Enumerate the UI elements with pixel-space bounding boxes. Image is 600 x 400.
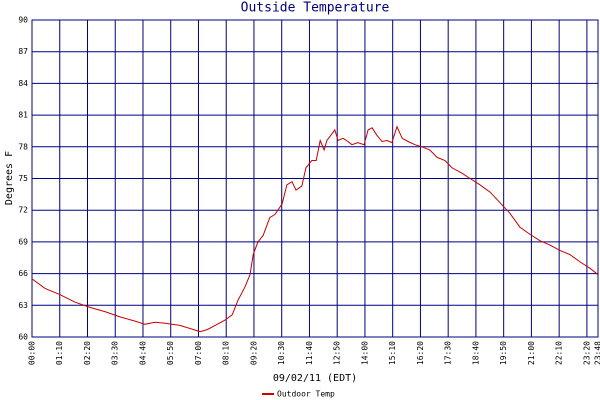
x-tick-label: 23:48 — [594, 341, 600, 365]
chart-title: Outside Temperature — [241, 1, 390, 16]
x-tick-label: 17:30 — [444, 341, 453, 365]
x-tick-label: 08:10 — [222, 341, 231, 365]
x-axis-label: 09/02/11 (EDT) — [273, 373, 357, 384]
y-tick-label: 75 — [18, 174, 28, 183]
x-tick-label: 03:30 — [111, 341, 120, 365]
y-tick-label: 81 — [18, 111, 28, 120]
x-tick-label: 23:20 — [582, 341, 591, 365]
x-tick-label: 05:50 — [166, 341, 175, 365]
y-tick-label: 60 — [18, 333, 28, 342]
plot-frame — [31, 19, 599, 338]
y-tick-label: 66 — [18, 269, 28, 278]
x-tick-label: 14:00 — [360, 341, 369, 365]
x-tick-label: 01:10 — [55, 341, 64, 365]
x-tick-label: 11:40 — [305, 341, 314, 365]
y-tick-label: 72 — [18, 206, 28, 215]
y-tick-label: 90 — [18, 16, 28, 25]
y-tick-label: 84 — [18, 79, 28, 88]
legend-label: Outdoor Temp — [277, 390, 335, 399]
x-tick-label: 16:20 — [416, 341, 425, 365]
x-tick-label: 19:50 — [499, 341, 508, 365]
x-tick-label: 09:20 — [249, 341, 258, 365]
x-tick-label: 22:10 — [555, 341, 564, 365]
y-tick-label: 78 — [18, 142, 28, 151]
y-tick-label: 69 — [18, 237, 28, 246]
x-tick-label: 21:00 — [527, 341, 536, 365]
x-tick-label: 15:10 — [388, 341, 397, 365]
x-tick-label: 04:40 — [138, 341, 147, 365]
x-tick-label: 10:30 — [277, 341, 286, 365]
x-tick-label: 07:00 — [194, 341, 203, 365]
x-tick-label: 00:00 — [28, 341, 37, 365]
y-axis-label: Degrees F — [4, 151, 15, 205]
x-tick-label: 02:20 — [83, 341, 92, 365]
x-tick-label: 18:40 — [471, 341, 480, 365]
x-tick-label: 12:50 — [333, 341, 342, 365]
y-tick-label: 63 — [18, 301, 28, 310]
y-tick-label: 87 — [18, 47, 28, 56]
data-line — [31, 125, 599, 333]
